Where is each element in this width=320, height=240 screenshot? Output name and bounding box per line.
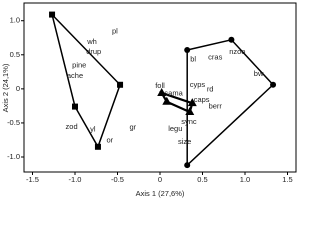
square-marker — [117, 81, 124, 88]
y-tick-label: 0.5 — [10, 50, 20, 59]
x-tick-label: 1.5 — [282, 175, 292, 184]
triangle-marker — [187, 98, 197, 107]
variable-label: sama — [164, 89, 183, 98]
x-tick-label: 1.0 — [240, 175, 250, 184]
variable-label: ache — [67, 71, 83, 80]
square-marker — [94, 143, 101, 150]
square-marker — [72, 103, 78, 110]
variable-label: wh — [86, 37, 97, 46]
variable-label: cras — [208, 53, 222, 62]
variable-label: zod — [66, 122, 78, 131]
circle-marker — [228, 36, 235, 43]
x-tick-label: -0.5 — [111, 175, 124, 184]
variable-label: yl — [90, 125, 96, 134]
variable-label: pine — [72, 61, 86, 70]
square-marker — [49, 11, 56, 18]
variable-label: berr — [209, 102, 223, 111]
variable-label: size — [178, 137, 191, 146]
variable-label: sync — [181, 117, 197, 126]
x-axis-label: Axis 1 (27,6%) — [136, 189, 185, 198]
chart: Axis 1 (27,6%) Axis 2 (24,1%) -1.5 -1.0 -0… — [1, 2, 297, 198]
triangle-marker — [162, 96, 172, 105]
circle-marker — [184, 162, 191, 169]
variable-label: or — [107, 136, 114, 145]
triangle-marker — [185, 107, 195, 116]
x-tick-label: -1.0 — [69, 175, 82, 184]
y-axis-label: Axis 2 (24,1%) — [1, 63, 10, 112]
variable-label: caps — [194, 95, 210, 104]
x-tick-label: 0.5 — [197, 175, 207, 184]
variable-label: foll — [155, 81, 165, 90]
y-tick-label: 1.0 — [10, 16, 20, 25]
group-hull — [50, 12, 121, 149]
variable-label: rd — [207, 85, 214, 94]
variable-label: bl — [190, 55, 196, 64]
y-tick-label: 0 — [16, 84, 20, 93]
x-tick-label: -1.5 — [26, 175, 39, 184]
variable-label: cyps — [190, 80, 206, 89]
variable-label: gr — [129, 123, 136, 132]
variable-label: legu — [168, 124, 182, 133]
variable-label: bw — [254, 69, 264, 78]
variable-label: drup — [86, 47, 101, 56]
x-tick-label: 0 — [158, 175, 162, 184]
variable-label: nzoo — [229, 47, 245, 56]
variable-label: pl — [112, 27, 118, 36]
circle-marker — [184, 47, 191, 54]
triangle-marker — [157, 87, 167, 96]
circle-marker — [270, 81, 277, 88]
y-tick-label: -0.5 — [7, 118, 20, 127]
y-tick-label: -1.0 — [7, 152, 20, 161]
